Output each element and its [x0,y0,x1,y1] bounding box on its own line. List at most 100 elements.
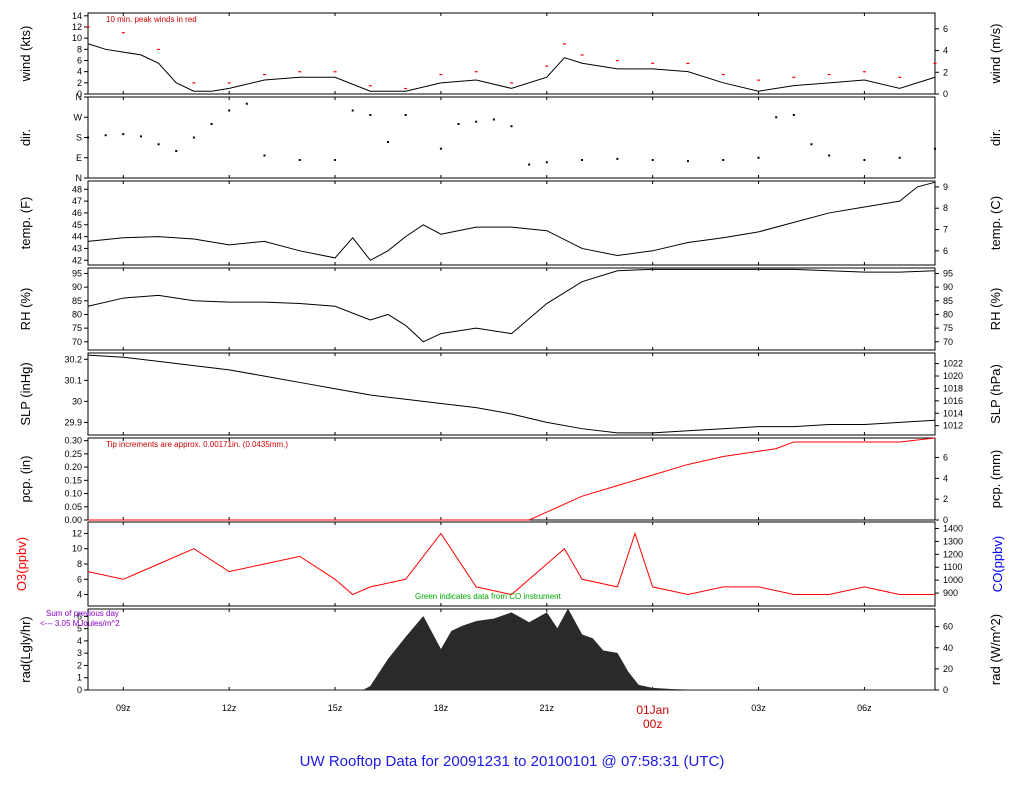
rh-right-tick-label: 75 [943,323,953,333]
pcp-left-tick-label: 0.25 [64,449,82,459]
temp-right-axis-title: temp. (C) [988,196,1003,250]
temp-right-tick-label: 8 [943,203,948,213]
wind-peak-mark [192,82,196,84]
wind-peak-mark [862,71,866,73]
dir-point [545,161,548,164]
rh-left-tick-label: 75 [72,323,82,333]
dir-point [139,135,142,138]
dir-point [686,160,689,163]
wind-left-tick-label: 10 [72,33,82,43]
wind-peak-mark [933,62,937,64]
wind-peak-mark [121,32,125,34]
slp-left-tick-label: 30.2 [64,354,82,364]
o3co-annotation: Green indicates data from CO instrument [415,592,562,601]
slp-left-tick-label: 29.9 [64,417,82,427]
o3co-right-tick-label: 1400 [943,523,963,533]
dir-point [757,156,760,159]
dir-point [175,150,178,152]
wind-peak-mark [792,76,796,78]
o3co-series-0 [87,531,935,596]
pcp-left-axis-title: pcp. (in) [18,456,33,503]
temp-left-tick-label: 42 [72,255,82,265]
wind-left-axis-title: wind (kts) [18,26,33,83]
rh-right-tick-label: 80 [943,309,953,319]
slp-panel: SLP (inHg) SLP (hPa) 29.9 30 30.1 30.2 1012 101… [18,352,1003,436]
pcp-panel-frame [87,437,936,521]
pcp-right-tick-label: 0 [943,515,948,525]
o3co-right-tick-label: 1300 [943,536,963,546]
wind-right-tick-label: 4 [943,46,948,56]
rad-left-tick-label: 0 [77,685,82,695]
temp-left-axis-title: temp. (F) [18,197,33,250]
pcp-series-0 [88,437,936,521]
dir-left-tick-label: S [76,133,82,143]
o3co-left-tick-label: 4 [77,590,82,600]
dir-point [863,159,866,161]
wind-series-1 [86,26,937,90]
dir-left-axis-title: dir. [18,129,33,146]
temp-left-tick-label: 43 [72,243,82,253]
temp-right-tick-label: 9 [943,182,948,192]
rad-left-tick-label: 2 [77,660,82,670]
wind-left-tick-label: 2 [77,78,82,88]
rad-left-tick-label: 6 [77,611,82,621]
rad-series-0 [88,608,936,691]
rh-left-tick-label: 90 [72,282,82,292]
x-tick-label: 00z [643,717,662,731]
dir-point [439,147,442,150]
dir-point [492,118,495,121]
dir-point [581,159,584,161]
wind-peak-mark [898,76,902,78]
wind-left-tick-label: 0 [77,89,82,99]
dir-point [934,147,936,150]
dir-point [457,123,460,125]
dir-point [722,159,725,161]
dir-point [228,109,231,112]
rad-right-tick-label: 20 [943,664,953,674]
slp-right-tick-label: 1020 [943,371,963,381]
temp-panel-frame [87,180,936,266]
rad-left-tick-label: 4 [77,636,82,646]
wind-peak-mark [86,26,90,28]
rh-right-tick-label: 90 [943,282,953,292]
temp-left-tick-label: 45 [72,220,82,230]
dir-point [828,154,831,157]
rad-right-axis-title: rad (W/m^2) [988,614,1003,685]
dir-left-tick-label: N [76,92,83,102]
rh-series-0 [87,268,936,343]
wind-peak-mark [721,73,725,76]
rh-right-tick-label: 95 [943,268,953,278]
dir-point [334,159,337,161]
dir-panel-frame [87,96,936,179]
dir-point [898,156,901,159]
rh-right-tick-label: 85 [943,296,953,306]
x-tick-label: 03z [751,703,766,713]
dir-point [298,159,301,161]
dir-series-0 [87,102,936,166]
o3co-right-tick-label: 900 [943,588,958,598]
wind-peak-mark [404,87,408,90]
chart-title: UW Rooftop Data for 20091231 to 20100101… [300,753,725,770]
pcp-right-axis-title: pcp. (mm) [988,450,1003,509]
wind-peak-mark [580,54,584,56]
wind-series-0 [87,43,936,92]
slp-series-0 [87,354,936,434]
slp-right-axis-title: SLP (hPa) [988,364,1003,424]
slp-right-tick-label: 1012 [943,421,963,431]
pcp-right-tick-label: 6 [943,453,948,463]
slp-right-tick-label: 1016 [943,396,963,406]
rad-right-tick-label: 0 [943,685,948,695]
rh-right-tick-label: 70 [943,337,953,347]
wind-right-tick-label: 2 [943,67,948,77]
dir-point [87,136,89,139]
wind-peak-mark [757,79,761,81]
dir-point [104,134,107,137]
wind-peak-mark [333,71,337,73]
dir-point [122,133,125,136]
dir-point [386,141,389,143]
o3co-left-tick-label: 6 [77,574,82,584]
wind-peak-mark [439,73,443,76]
